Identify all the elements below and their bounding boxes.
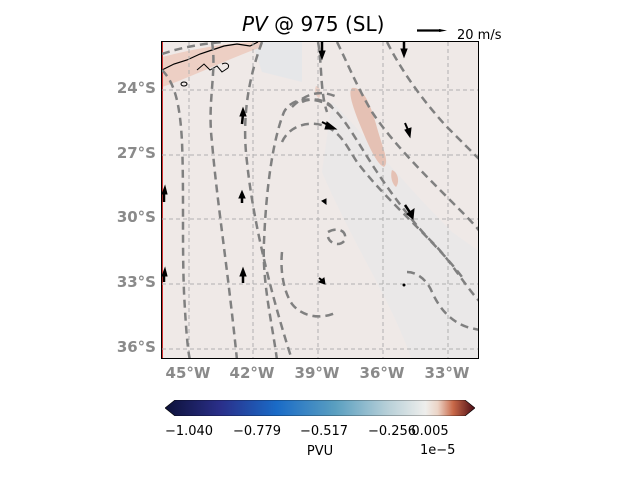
map-panel xyxy=(161,41,479,359)
latitude-label: 33°S xyxy=(116,273,156,291)
colorbar-tick: 0.005 xyxy=(411,424,449,439)
coastline xyxy=(221,62,229,69)
map-svg xyxy=(162,42,478,358)
island-outline xyxy=(180,81,188,87)
colorbar-tick: −0.256 xyxy=(367,424,417,439)
quiver-key-label: 20 m/s xyxy=(457,28,502,43)
latitude-label: 27°S xyxy=(116,144,156,162)
title-rest: @ 975 (SL) xyxy=(267,12,385,36)
colorbar-tick: −0.779 xyxy=(232,424,282,439)
contours xyxy=(162,42,478,358)
pv-positive-patch xyxy=(391,170,399,187)
pv-positive-patch xyxy=(162,42,262,87)
longitude-label: 36°W xyxy=(359,364,405,382)
colorbar-tick: −1.040 xyxy=(164,424,214,439)
colorbar-tick: −0.517 xyxy=(299,424,349,439)
longitude-label: 39°W xyxy=(294,364,340,382)
title-variable: PV xyxy=(242,12,268,36)
longitude-label: 33°W xyxy=(424,364,470,382)
pv-positive-patch xyxy=(350,87,387,167)
colorbar xyxy=(165,400,475,416)
wind-vectors xyxy=(162,42,415,287)
latitude-label: 36°S xyxy=(116,338,156,356)
map-title: PV @ 975 (SL) 20 m/s xyxy=(0,12,640,43)
pv-field-low-region xyxy=(252,42,302,82)
longitude-label: 45°W xyxy=(165,364,211,382)
quiver-key-arrow-icon xyxy=(417,29,447,32)
longitude-label: 42°W xyxy=(229,364,275,382)
latitude-label: 24°S xyxy=(116,79,156,97)
title-text: PV @ 975 (SL) xyxy=(242,12,384,36)
colorbar-label: PVU xyxy=(306,444,334,459)
latitude-label: 30°S xyxy=(116,208,156,226)
colorbar-exponent: 1e−5 xyxy=(420,443,456,458)
